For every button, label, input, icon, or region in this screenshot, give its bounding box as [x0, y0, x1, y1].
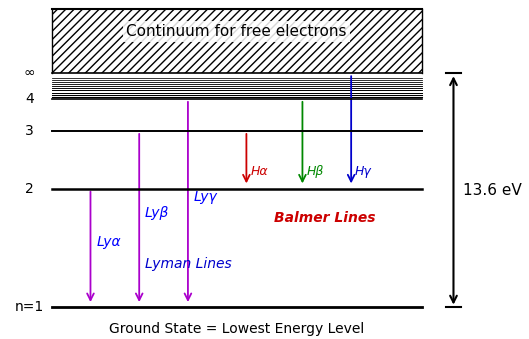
Text: Continuum for free electrons: Continuum for free electrons: [126, 24, 347, 39]
Text: 3: 3: [25, 124, 34, 138]
Text: Lyβ: Lyβ: [145, 206, 169, 220]
Text: 13.6 eV: 13.6 eV: [463, 183, 522, 198]
Text: Hγ: Hγ: [355, 165, 372, 178]
Text: Lyγ: Lyγ: [194, 190, 217, 204]
Bar: [51, 9, 422, 73]
Text: 2: 2: [25, 182, 34, 196]
Text: Lyα: Lyα: [96, 235, 121, 249]
Text: Hβ: Hβ: [306, 165, 324, 178]
Text: n=1: n=1: [15, 300, 44, 315]
Text: Hα: Hα: [250, 165, 268, 178]
Text: 4: 4: [25, 92, 34, 106]
Text: Lyman Lines: Lyman Lines: [144, 257, 231, 271]
Text: Balmer Lines: Balmer Lines: [273, 211, 375, 225]
Text: Ground State = Lowest Energy Level: Ground State = Lowest Energy Level: [109, 322, 364, 336]
Text: ∞: ∞: [24, 66, 35, 80]
